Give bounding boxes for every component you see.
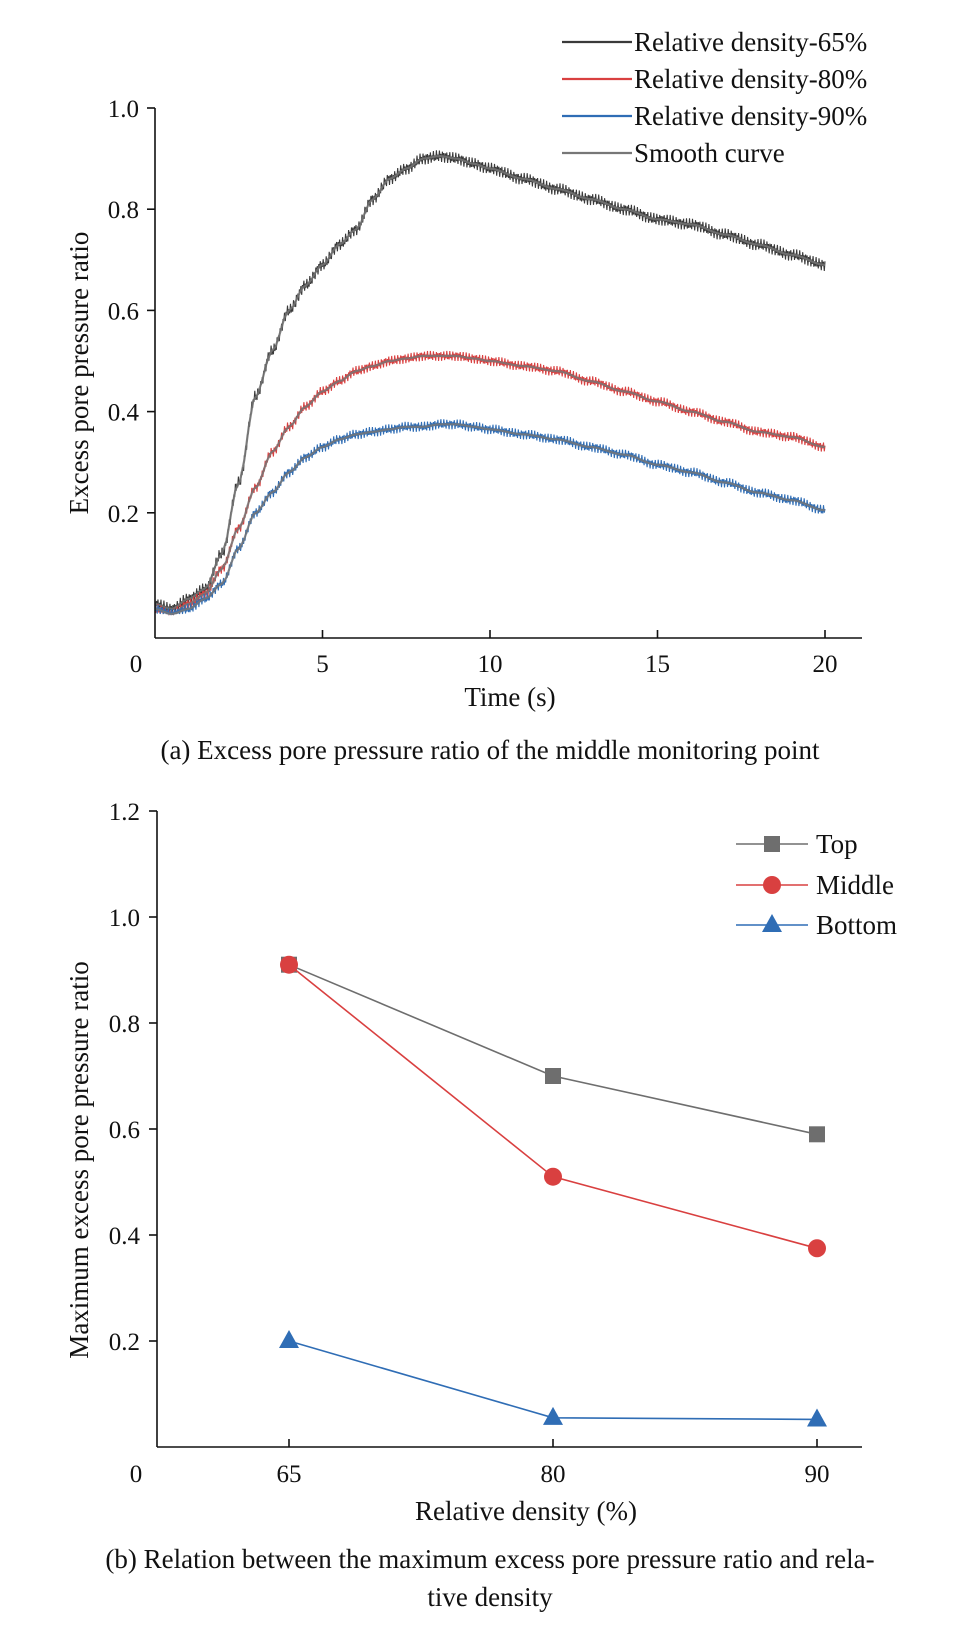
chart-b-y-tick-label: 0.2 [109, 1329, 140, 1356]
chart-a-series-smooth [154, 423, 826, 616]
legend-marker-circle [763, 876, 781, 894]
chart-b-point-square [545, 1068, 561, 1084]
chart-b-caption-line2: tive density [427, 1582, 553, 1612]
chart-b-point-triangle [807, 1408, 827, 1427]
legend-label-bottom: Bottom [816, 910, 897, 940]
chart-b-x-axis-title: Relative density (%) [415, 1496, 637, 1526]
chart-b-y-tick-label: 0.4 [109, 1223, 141, 1250]
chart-b-point-circle [544, 1167, 562, 1186]
chart-b-legend: Top Middle Bottom [736, 829, 897, 940]
legend-label-80: Relative density-80% [634, 64, 867, 94]
chart-b-y-tick-label: 1.0 [109, 905, 140, 932]
chart-a-x-tick-label: 20 [813, 651, 838, 678]
legend-marker-triangle [762, 914, 782, 932]
chart-b-point-circle [280, 955, 298, 974]
chart-a-series-group [154, 150, 826, 617]
chart-b-x-tick-label: 65 [277, 1461, 302, 1488]
chart-b-caption-line1: (b) Relation between the maximum excess … [105, 1544, 874, 1574]
chart-b-point-circle [808, 1239, 826, 1258]
chart-a-series-raw [154, 150, 826, 615]
chart-a-legend: Relative density-65% Relative density-80… [562, 27, 867, 168]
chart-a-x-tick-label: 15 [645, 651, 670, 678]
chart-b: 65 80 90 0.2 0.4 0.6 0.8 1.0 1.2 0 Relative dens… [64, 799, 897, 1612]
chart-b-y-tick-label: 0.8 [109, 1011, 140, 1038]
legend-marker-square [764, 836, 780, 852]
chart-b-y-axis-title: Maximum excess pore pressure ratio [64, 961, 94, 1358]
chart-b-point-triangle [279, 1330, 299, 1348]
chart-a-ticks: 5 10 15 20 0.2 0.4 0.6 0.8 1.0 [108, 96, 838, 678]
chart-a-x-tick-label: 5 [316, 651, 329, 678]
chart-a-x-tick-label: 10 [478, 651, 503, 678]
chart-b-series-line [288, 964, 818, 1250]
legend-label-65: Relative density-65% [634, 27, 867, 57]
chart-b-series-line [288, 963, 818, 1136]
legend-label-smooth: Smooth curve [634, 138, 785, 168]
chart-a-origin-label: 0 [130, 651, 143, 678]
chart-a-series-smooth [154, 354, 826, 616]
chart-b-point-triangle [543, 1406, 563, 1425]
chart-a-y-tick-label: 1.0 [108, 96, 139, 123]
legend-label-90: Relative density-90% [634, 101, 867, 131]
chart-a-y-tick-label: 0.6 [108, 298, 139, 325]
legend-label-middle: Middle [816, 870, 894, 900]
chart-b-y-tick-label: 0.6 [109, 1117, 140, 1144]
chart-a-y-tick-label: 0.2 [108, 501, 139, 528]
chart-a-series-smooth [154, 154, 826, 610]
chart-a: 5 10 15 20 0.2 0.4 0.6 0.8 1.0 0 Time (s) Excess… [64, 27, 867, 765]
chart-b-x-tick-label: 90 [805, 1461, 830, 1488]
chart-a-caption: (a) Excess pore pressure ratio of the mi… [160, 735, 820, 765]
legend-label-top: Top [816, 829, 858, 859]
chart-b-series-group [279, 955, 827, 1427]
chart-b-origin-label: 0 [130, 1461, 143, 1488]
chart-a-y-axis-title: Excess pore pressure ratio [64, 232, 94, 515]
chart-b-x-tick-label: 80 [541, 1461, 566, 1488]
chart-a-y-tick-label: 0.8 [108, 197, 139, 224]
chart-b-point-square [809, 1126, 825, 1143]
chart-a-series-raw [154, 419, 826, 616]
chart-b-y-tick-label: 1.2 [109, 799, 140, 826]
chart-b-ticks: 65 80 90 0.2 0.4 0.6 0.8 1.0 1.2 [109, 799, 830, 1488]
chart-a-y-tick-label: 0.4 [108, 400, 140, 427]
chart-a-x-axis-title: Time (s) [464, 682, 555, 712]
